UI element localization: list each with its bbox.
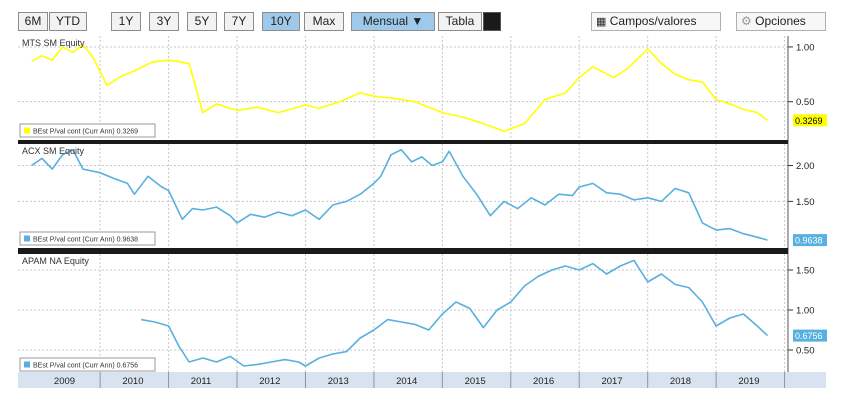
x-tick-label: 2016 <box>533 376 554 387</box>
gear-icon: ⚙ <box>741 14 752 28</box>
legend-swatch <box>24 235 30 242</box>
fields-button[interactable]: ▦ Campos/valores <box>591 12 721 31</box>
y-tick-label: 1.00 <box>796 42 815 53</box>
legend-label: BEst P/val cont (Curr Ann) 0.3269 <box>33 129 138 136</box>
right-axis-background <box>788 36 826 376</box>
legend-swatch <box>24 361 30 368</box>
legend-box <box>19 123 156 138</box>
frequency-dropdown[interactable]: Mensual ▼ <box>351 12 435 31</box>
x-tick-label: 2015 <box>465 376 486 387</box>
last-value-label: 0.6756 <box>795 331 823 341</box>
range-5y-button[interactable]: 5Y <box>187 12 217 31</box>
x-tick-label: 2017 <box>601 376 622 387</box>
panel-title: APAM NA Equity <box>22 256 89 266</box>
options-label: Opciones <box>755 14 806 28</box>
x-tick-label: 2013 <box>328 376 349 387</box>
last-value-badge <box>793 329 827 342</box>
panel-separator <box>18 248 788 254</box>
x-tick-label: 2018 <box>670 376 691 387</box>
series-line <box>141 259 769 367</box>
range-7y-button[interactable]: 7Y <box>224 12 254 31</box>
y-tick-label: 2.00 <box>796 161 815 172</box>
toolbar: 6M YTD 1Y 3Y 5Y 7Y 10Y Max Mensual ▼ Tab… <box>18 12 826 32</box>
series-line <box>31 148 768 241</box>
x-tick-label: 2011 <box>191 376 211 387</box>
range-6m-button[interactable]: 6M <box>18 12 48 31</box>
panel-title: ACX SM Equity <box>22 146 85 156</box>
panel-separator <box>18 140 788 144</box>
x-tick-label: 2010 <box>122 376 143 387</box>
y-tick-label: 1.00 <box>796 306 815 317</box>
x-tick-label: 2012 <box>259 376 280 387</box>
y-tick-label: 1.50 <box>796 197 815 208</box>
fields-label: Campos/valores <box>609 14 697 28</box>
series-line <box>31 43 768 132</box>
range-10y-button[interactable]: 10Y <box>262 12 300 31</box>
chart-background <box>18 36 826 385</box>
x-tick-label: 2014 <box>396 376 417 387</box>
y-tick-label: 0.50 <box>796 97 815 108</box>
range-ytd-button[interactable]: YTD <box>49 12 87 31</box>
last-value-badge <box>793 114 827 127</box>
legend-box <box>19 231 156 246</box>
panel-title: MTS SM Equity <box>22 38 85 48</box>
last-value-badge <box>793 234 827 247</box>
range-max-button[interactable]: Max <box>304 12 344 31</box>
range-3y-button[interactable]: 3Y <box>149 12 179 31</box>
options-button[interactable]: ⚙ Opciones <box>736 12 826 31</box>
y-tick-label: 0.50 <box>796 346 815 357</box>
y-tick-label: 1.50 <box>796 266 815 277</box>
x-axis-band <box>18 372 826 388</box>
last-value-label: 0.3269 <box>795 116 823 126</box>
dark-mode-button[interactable] <box>483 12 501 31</box>
legend-label: BEst P/val cont (Curr Ann) 0.6756 <box>33 363 138 370</box>
range-1y-button[interactable]: 1Y <box>111 12 141 31</box>
x-tick-label: 2009 <box>54 376 75 387</box>
legend-swatch <box>24 127 30 134</box>
legend-box <box>19 357 156 372</box>
legend-label: BEst P/val cont (Curr Ann) 0.9638 <box>33 237 138 244</box>
x-tick-label: 2019 <box>738 376 759 387</box>
chart-icon: ▦ <box>596 16 607 28</box>
last-value-label: 0.9638 <box>795 236 823 246</box>
table-button[interactable]: Tabla <box>438 12 482 31</box>
